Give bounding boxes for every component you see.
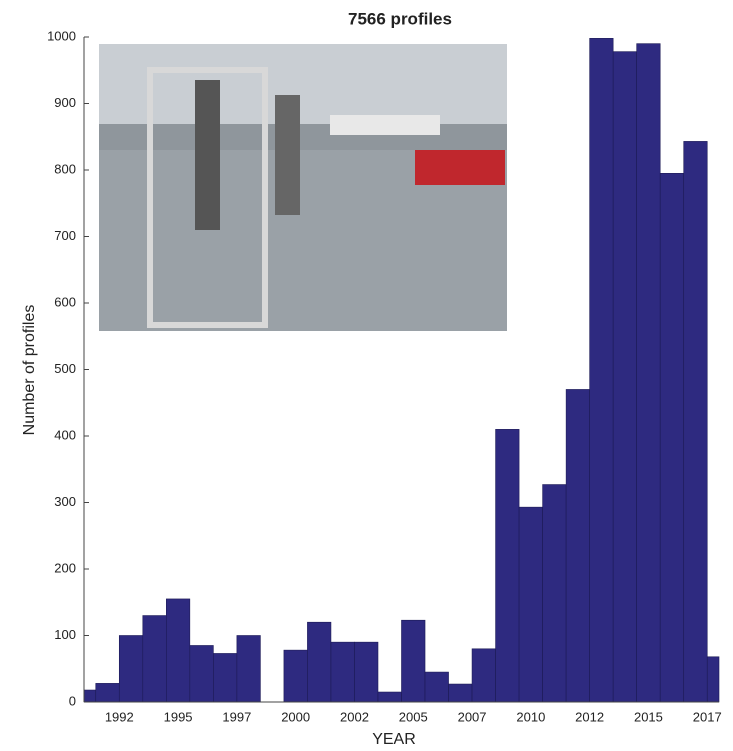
chart: 7566 profiles YEAR Number of profiles 0 1… xyxy=(0,0,733,751)
photo-instrument xyxy=(275,95,300,215)
x-tick-label: 1992 xyxy=(105,709,134,724)
photo-instrument xyxy=(195,80,220,230)
y-tick-label: 1000 xyxy=(47,28,76,43)
bar xyxy=(284,650,308,702)
x-tick-label: 2005 xyxy=(399,709,428,724)
photo-box xyxy=(415,150,505,185)
bar xyxy=(96,683,120,702)
bar xyxy=(472,649,496,702)
x-tick-label: 2012 xyxy=(575,709,604,724)
y-tick-label: 0 xyxy=(69,693,76,708)
bar xyxy=(449,684,473,702)
y-tick-label: 600 xyxy=(54,294,76,309)
inset-photo xyxy=(99,44,507,331)
x-tick-label: 2017 xyxy=(693,709,722,724)
x-tick-label: 2002 xyxy=(340,709,369,724)
bar xyxy=(143,616,167,702)
x-tick-label: 1997 xyxy=(222,709,251,724)
y-tick-label: 700 xyxy=(54,228,76,243)
x-tick-label: 2000 xyxy=(281,709,310,724)
x-tick-label: 2010 xyxy=(516,709,545,724)
bar xyxy=(425,672,449,702)
bar xyxy=(684,141,708,702)
y-tick-label: 200 xyxy=(54,560,76,575)
x-axis-label: YEAR xyxy=(372,731,416,748)
x-tick-label: 2015 xyxy=(634,709,663,724)
bar xyxy=(707,657,719,702)
bar xyxy=(331,642,355,702)
bar xyxy=(354,642,378,702)
bar xyxy=(237,636,261,703)
bar xyxy=(613,52,637,702)
bar xyxy=(213,653,237,702)
bar xyxy=(566,389,590,702)
x-tick-label: 1995 xyxy=(164,709,193,724)
bar xyxy=(402,620,426,702)
photo-sea xyxy=(99,44,507,124)
chart-title: 7566 profiles xyxy=(348,9,452,28)
y-tick-label: 500 xyxy=(54,361,76,376)
bar xyxy=(496,429,520,702)
y-tick-label: 800 xyxy=(54,161,76,176)
bar xyxy=(190,645,214,702)
bar xyxy=(543,485,567,702)
y-tick-label: 300 xyxy=(54,494,76,509)
x-tick-label: 2007 xyxy=(458,709,487,724)
y-tick-label: 400 xyxy=(54,427,76,442)
y-tick-label: 100 xyxy=(54,627,76,642)
y-tick-label: 900 xyxy=(54,95,76,110)
bar xyxy=(590,38,614,702)
bar xyxy=(637,44,661,702)
y-axis-label: Number of profiles xyxy=(21,305,38,436)
bar xyxy=(660,173,684,702)
bar xyxy=(378,692,402,702)
bar xyxy=(519,507,543,702)
bar xyxy=(166,599,190,702)
bar xyxy=(307,622,331,702)
bar xyxy=(84,690,96,702)
photo-rail xyxy=(330,115,440,135)
bar xyxy=(119,636,143,703)
